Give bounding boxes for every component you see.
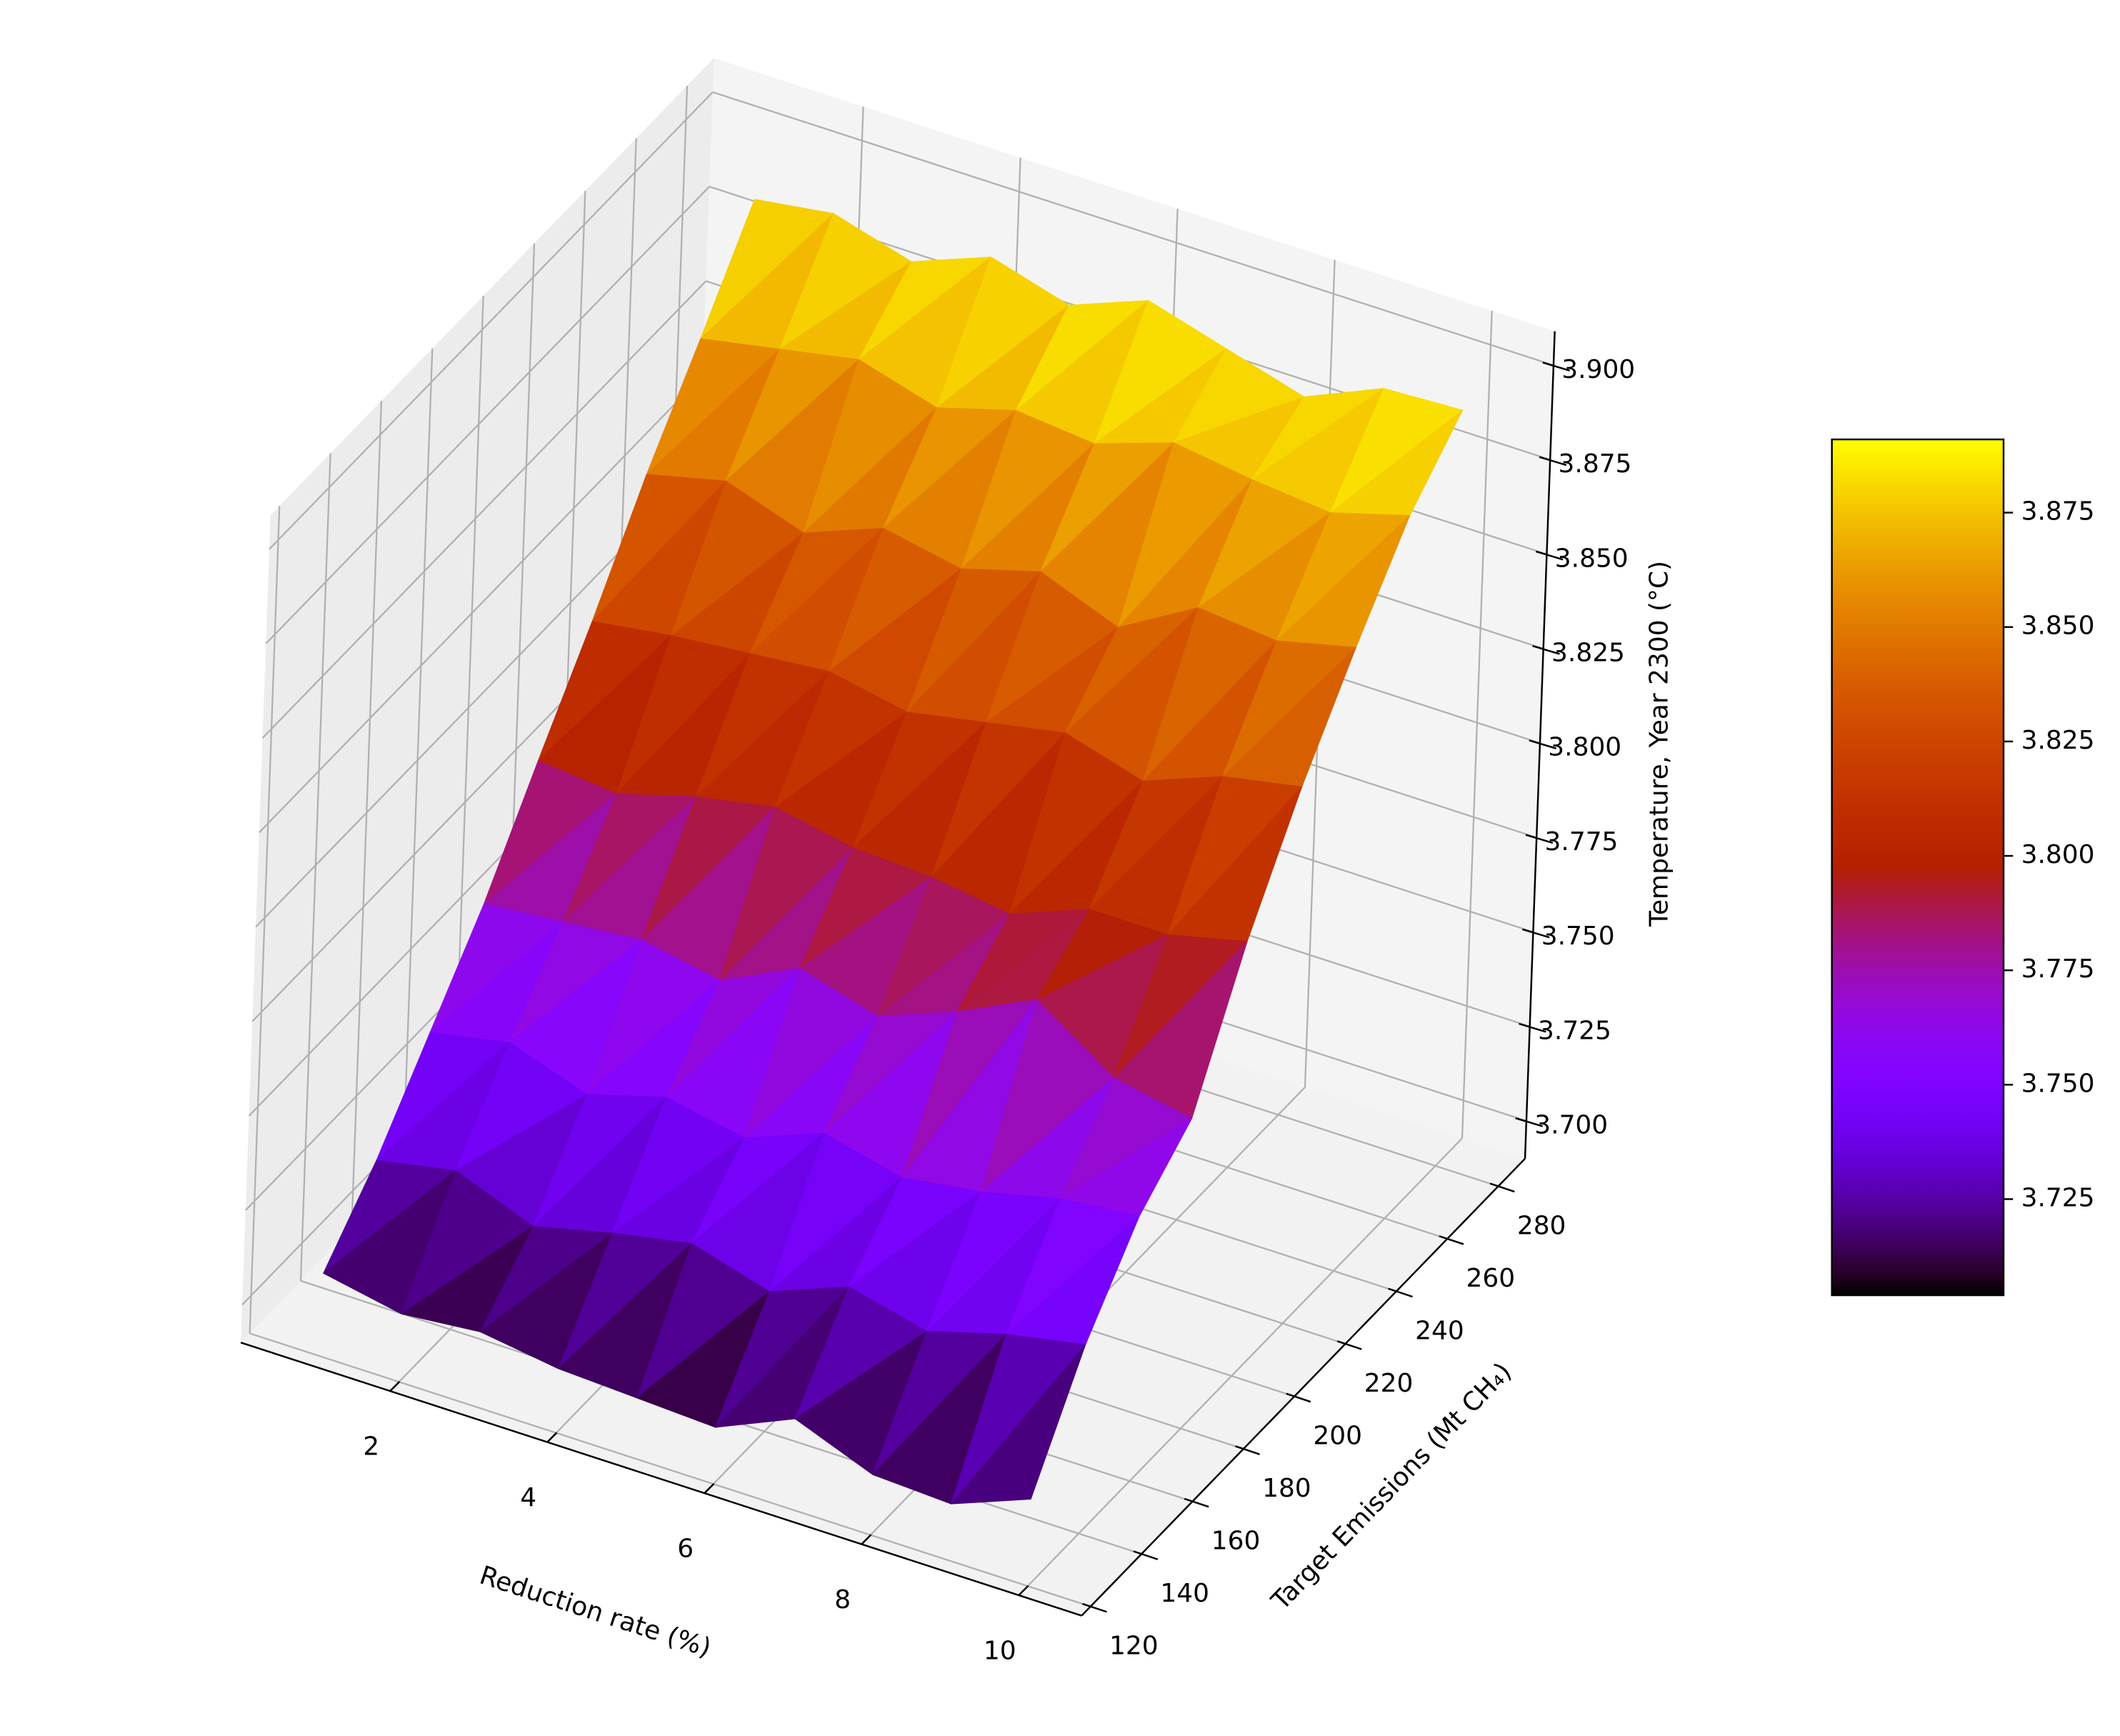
z-tick-label: 3.800 — [1548, 733, 1621, 762]
x-tick — [1018, 1585, 1029, 1596]
x-tick-label: 6 — [677, 1535, 694, 1564]
grid-line — [261, 280, 707, 739]
colorbar: 3.725 3.750 3.775 3.800 3.825 3.850 3.875 — [1831, 438, 2095, 1297]
z-axis-line — [1524, 331, 1556, 1159]
grid-line — [401, 348, 434, 1176]
grid-line — [351, 401, 383, 1229]
z-tick — [1515, 1117, 1543, 1127]
y-tick-label: 220 — [1364, 1369, 1414, 1398]
z-tick-label: 3.825 — [1551, 638, 1625, 667]
colorbar-tick-label: 3.775 — [2021, 954, 2095, 984]
z-tick — [1525, 834, 1554, 844]
z-tick — [1535, 550, 1564, 561]
y-tick-label: 180 — [1262, 1474, 1311, 1503]
y-tick-label: 280 — [1517, 1211, 1566, 1240]
y-tick — [1286, 1392, 1311, 1403]
colorbar-tick-label: 3.750 — [2021, 1069, 2095, 1098]
y-tick — [1388, 1287, 1413, 1298]
surface — [323, 199, 1464, 1505]
colorbar-tick-label: 3.825 — [2021, 726, 2095, 755]
y-tick — [1489, 1182, 1515, 1193]
z-tick — [1521, 928, 1550, 939]
z-tick-label: 3.900 — [1561, 355, 1635, 384]
grid-line — [258, 374, 704, 834]
z-tick-label: 3.775 — [1545, 827, 1619, 857]
z-tick-label: 3.850 — [1555, 544, 1629, 573]
z-tick — [1539, 456, 1567, 467]
grid-line — [299, 453, 331, 1281]
z-tick — [1529, 739, 1557, 749]
x-tick-label: 4 — [520, 1483, 536, 1512]
z-axis-label: Temperature, Year 2300 (°C) — [1644, 561, 1674, 927]
x-tick — [546, 1432, 558, 1443]
y-tick-label: 140 — [1160, 1579, 1209, 1608]
z-tick-label: 3.875 — [1559, 449, 1632, 479]
z-tick-label: 3.700 — [1534, 1111, 1608, 1140]
x-tick — [389, 1381, 401, 1392]
grid-line — [712, 91, 1554, 366]
colorbar-fill — [1831, 438, 2005, 1297]
y-tick-label: 200 — [1313, 1421, 1362, 1450]
y-tick — [1133, 1550, 1159, 1560]
y-tick — [1235, 1445, 1260, 1455]
z-tick-label: 3.750 — [1541, 922, 1615, 951]
grid-line — [1461, 311, 1493, 1139]
y-tick-label: 260 — [1466, 1264, 1515, 1293]
colorbar-tick-label: 3.725 — [2021, 1184, 2095, 1213]
grid-line — [269, 91, 714, 550]
x-axis-line — [240, 1342, 1082, 1617]
y-tick — [1082, 1602, 1107, 1613]
y-tick-label: 120 — [1109, 1631, 1159, 1660]
x-tick-label: 10 — [984, 1636, 1016, 1665]
z-tick-label: 3.725 — [1538, 1016, 1611, 1045]
x-tick — [861, 1534, 872, 1545]
grid-line — [265, 186, 710, 644]
grid-line — [1018, 1137, 1463, 1596]
z-tick — [1519, 1022, 1546, 1033]
y-tick — [1184, 1497, 1209, 1508]
x-tick — [704, 1482, 715, 1494]
surface-facet — [951, 1344, 1086, 1505]
y-axis-line — [1081, 1158, 1526, 1617]
y-tick — [1336, 1340, 1362, 1350]
colorbar-tick-label: 3.800 — [2021, 840, 2095, 869]
colorbar-tick-label: 3.850 — [2021, 612, 2095, 641]
y-tick-label: 160 — [1211, 1526, 1261, 1555]
z-tick — [1532, 644, 1560, 655]
colorbar-tick-label: 3.875 — [2021, 497, 2095, 527]
z-tick — [1542, 361, 1571, 372]
y-tick-label: 240 — [1415, 1316, 1464, 1345]
grid-line — [249, 1332, 1091, 1607]
x-tick-label: 8 — [834, 1585, 851, 1615]
y-tick — [1439, 1235, 1464, 1245]
x-tick-label: 2 — [363, 1432, 379, 1462]
grid-line — [249, 506, 281, 1334]
x-axis-label: Reduction rate (%) — [476, 1561, 715, 1663]
